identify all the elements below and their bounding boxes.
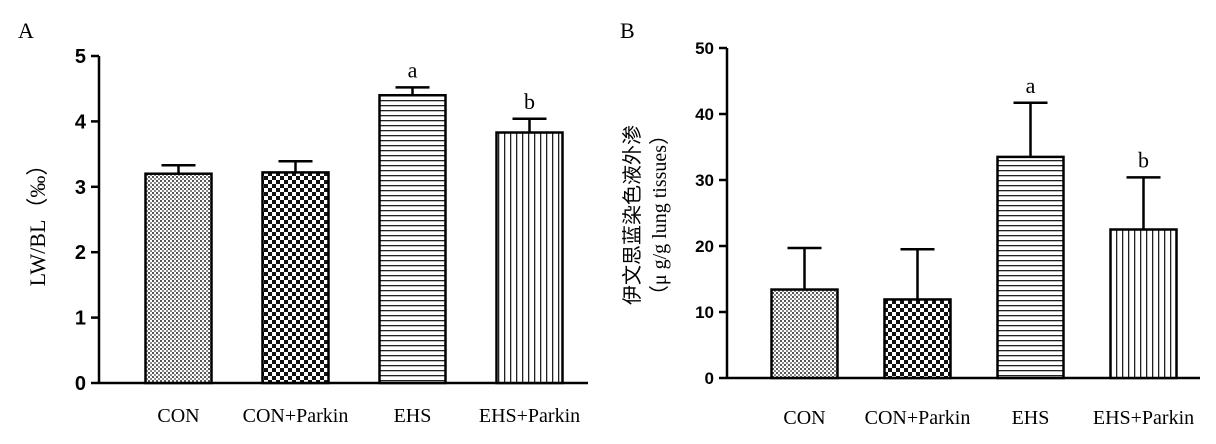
bar-ehs	[378, 93, 447, 385]
y-tick-label: 0	[75, 373, 86, 395]
x-tick-label: EHS	[1012, 407, 1050, 429]
bar-con	[770, 288, 839, 380]
y-tick-label: 0	[705, 369, 714, 388]
bar-con-parkin	[261, 171, 330, 385]
y-tick-label: 30	[695, 171, 714, 190]
bar-ehs-parkin	[495, 131, 564, 385]
y-axis-label: LW/BL（‰）	[25, 154, 50, 287]
y-axis-label-line2: （μ g/g lung tissues）	[648, 125, 671, 305]
panel-b: B 伊文思蓝染色液外渗 （μ g/g lung tissues） 0 10 20 30…	[620, 18, 1200, 429]
x-tick-label: CON	[783, 407, 825, 429]
bar-ehs-parkin	[1109, 228, 1178, 380]
panel-a: A LW/BL（‰） 0 1 2 3 4 5 CON CON+Parkin a EHS b EHS+…	[18, 18, 588, 427]
panel-label: B	[620, 18, 635, 43]
y-axis-label-line1: 伊文思蓝染色液外渗	[621, 125, 644, 305]
significance-label: b	[1138, 147, 1149, 172]
x-tick-label: CON	[157, 405, 199, 427]
bar-con	[144, 172, 213, 385]
x-tick-label: CON+Parkin	[865, 407, 971, 429]
y-tick-label: 2	[75, 242, 86, 264]
bar-ehs	[996, 155, 1065, 380]
y-tick-label: 50	[695, 39, 714, 58]
y-tick-label: 1	[75, 308, 86, 330]
x-tick-label: EHS+Parkin	[479, 405, 580, 427]
y-tick-label: 5	[75, 46, 86, 68]
bars: CON CON+Parkin a EHS b EHS+Parkin	[144, 57, 580, 427]
significance-label: b	[524, 89, 535, 114]
x-tick-label: EHS	[394, 405, 432, 427]
y-tick-label: 4	[75, 111, 87, 133]
bars: CON CON+Parkin a EHS b EHS+Parkin	[770, 73, 1194, 429]
panel-label: A	[18, 18, 34, 43]
x-tick-label: EHS+Parkin	[1093, 407, 1194, 429]
significance-label: a	[408, 57, 418, 82]
y-tick-label: 20	[695, 237, 714, 256]
significance-label: a	[1026, 73, 1036, 98]
y-tick-label: 3	[75, 177, 86, 199]
bar-con-parkin	[883, 298, 952, 380]
y-tick-label: 40	[695, 105, 714, 124]
y-tick-label: 10	[695, 303, 714, 322]
x-tick-label: CON+Parkin	[243, 405, 349, 427]
